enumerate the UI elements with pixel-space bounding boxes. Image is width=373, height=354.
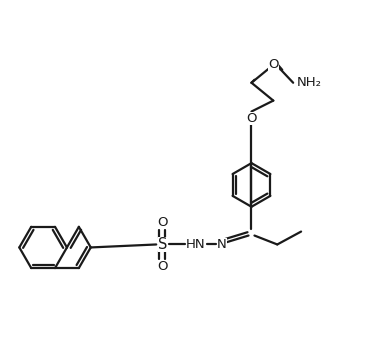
Text: NH₂: NH₂ — [297, 76, 322, 89]
Text: N: N — [217, 238, 226, 251]
Text: O: O — [246, 112, 257, 125]
Text: S: S — [157, 237, 167, 252]
Text: HN: HN — [186, 238, 206, 251]
Text: O: O — [157, 216, 167, 229]
Text: O: O — [157, 260, 167, 273]
Text: O: O — [268, 58, 279, 72]
